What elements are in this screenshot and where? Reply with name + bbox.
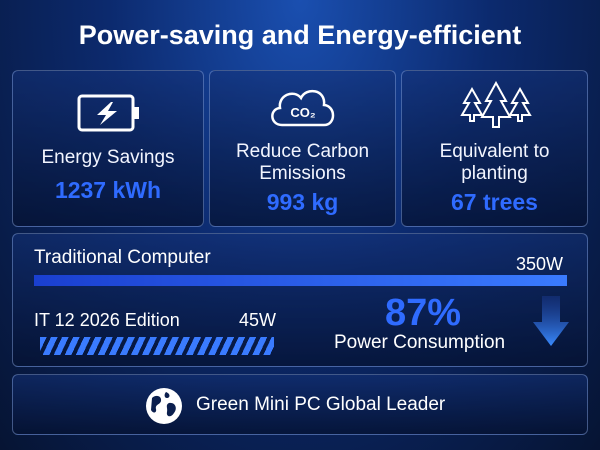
card-label: Energy Savings xyxy=(41,147,175,168)
battery-icon xyxy=(77,94,139,132)
reduction-label: Power Consumption xyxy=(334,332,506,353)
card-value: 993 kg xyxy=(266,189,339,215)
footer-text: Green Mini PC Global Leader xyxy=(196,394,446,415)
card-label: Reduce Carbon Emissions xyxy=(235,141,370,184)
traditional-power: 350W xyxy=(515,254,563,274)
cloud-icon: CO₂ xyxy=(271,89,335,127)
comparison-panel: Traditional Computer 350W IT 12 2026 Edi… xyxy=(12,233,588,367)
product-bar xyxy=(40,337,274,355)
traditional-bar xyxy=(34,275,567,286)
footer-panel: Green Mini PC Global Leader xyxy=(12,374,588,435)
title: Power-saving and Energy-efficient xyxy=(78,20,522,50)
card: CO₂ Reduce Carbon Emissions 993 kg xyxy=(209,70,396,227)
card-value: 67 trees xyxy=(451,189,538,215)
icon-text: CO₂ xyxy=(290,105,316,120)
globe-icon xyxy=(146,388,182,424)
product-label: IT 12 2026 Edition xyxy=(34,310,180,330)
down-arrow xyxy=(533,296,569,346)
reduction-value: 87% xyxy=(385,292,462,334)
trees-icon xyxy=(460,81,532,128)
product-power: 45W xyxy=(239,310,277,330)
traditional-label: Traditional Computer xyxy=(34,247,211,268)
card-value: 1237 kWh xyxy=(54,177,162,203)
card-label: Equivalent to planting xyxy=(439,141,550,184)
card: Energy Savings 1237 kWh xyxy=(12,70,204,227)
card: Equivalent to planting 67 trees xyxy=(401,70,588,227)
